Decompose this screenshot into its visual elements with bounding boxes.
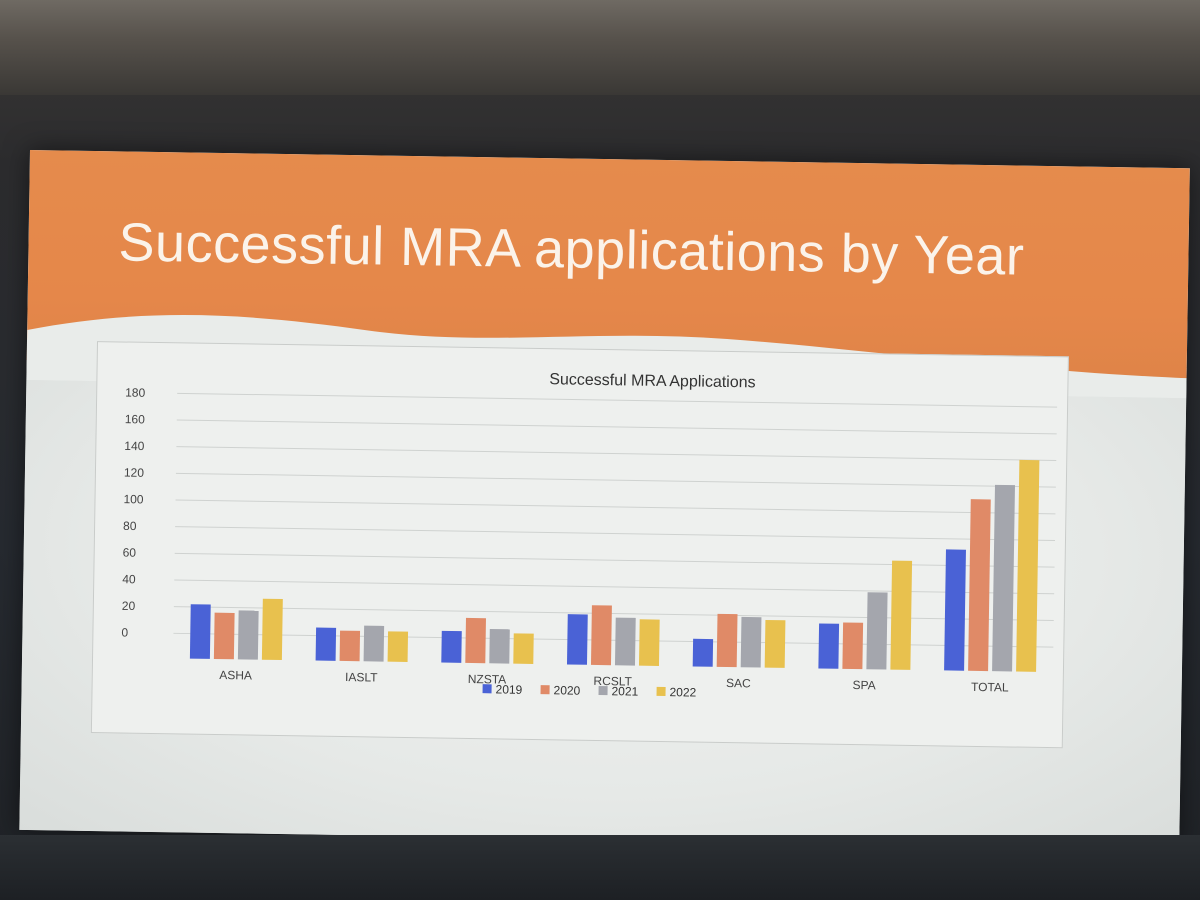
y-tick-label: 60: [123, 546, 137, 560]
chart-panel: Successful MRA Applications 0 20 40 60 80 100…: [90, 341, 1069, 749]
gridline: [175, 472, 1056, 488]
bar-chart: Successful MRA Applications 0 20 40 60 80 100…: [121, 371, 1058, 700]
bar-spa-2021: [866, 592, 888, 670]
legend-label-2019: 2019: [495, 682, 522, 696]
bar-nzsta-2020: [465, 617, 486, 664]
floor-shadow: [0, 835, 1200, 900]
legend: 2019 2020 2021 2022: [482, 682, 697, 700]
bar-spa-2022: [890, 560, 913, 670]
bar-sac-2020: [716, 613, 738, 668]
bar-sac-2019: [692, 638, 714, 667]
gridlines: [173, 392, 1058, 648]
legend-label-2022: 2022: [669, 685, 696, 699]
bar-total-2021: [992, 484, 1015, 672]
gridline: [175, 499, 1056, 515]
gridline: [173, 606, 1054, 621]
bar-asha-2022: [261, 598, 283, 661]
y-tick-label: 160: [125, 412, 146, 426]
gridline: [174, 579, 1055, 595]
y-tick-label: 40: [122, 572, 136, 586]
x-category-label: SAC: [726, 676, 751, 690]
bar-iaslt-2020: [339, 630, 361, 662]
x-category-label: IASLT: [345, 670, 378, 685]
bar-asha-2019: [189, 604, 211, 659]
y-tick-label: 80: [123, 519, 137, 533]
bar-rcslt-2021: [614, 617, 636, 666]
legend-swatch-2020: [540, 685, 550, 695]
bar-nzsta-2021: [489, 628, 510, 664]
x-category-label: RCSLT: [593, 674, 632, 689]
bar-total-2019: [944, 549, 966, 671]
bar-total-2020: [968, 499, 991, 672]
legend-swatch-2019: [482, 684, 492, 694]
gridline: [176, 419, 1057, 435]
y-tick-label: 0: [121, 625, 128, 639]
legend-label-2021: 2021: [611, 684, 638, 698]
bar-iaslt-2022: [387, 631, 409, 662]
legend-label-2020: 2020: [553, 683, 580, 697]
legend-swatch-2021: [598, 685, 608, 696]
y-tick-label: 120: [124, 466, 145, 480]
bar-total-2022: [1016, 459, 1040, 672]
ceiling-background: [0, 0, 1200, 95]
bar-iaslt-2021: [363, 625, 385, 662]
x-category-label: NZSTA: [468, 672, 507, 687]
y-tick-label: 140: [124, 439, 145, 453]
chart-title: Successful MRA Applications: [549, 371, 756, 391]
y-tick-label: 180: [125, 386, 146, 400]
bar-spa-2019: [818, 623, 840, 669]
x-category-label: ASHA: [219, 668, 252, 683]
x-axis-categories: ASHA IASLT NZSTA RCSLT SAC SPA TOTAL: [219, 668, 1009, 694]
y-tick-label: 100: [123, 492, 144, 506]
bar-rcslt-2022: [638, 619, 660, 666]
gridline: [173, 632, 1054, 648]
bar-sac-2021: [740, 616, 762, 668]
bar-asha-2021: [237, 610, 259, 660]
y-tick-label: 20: [122, 599, 136, 613]
gridline: [177, 392, 1058, 408]
y-axis-ticks: 0 20 40 60 80 100 120 140 160 180: [121, 386, 145, 640]
x-category-label: TOTAL: [971, 680, 1009, 695]
gridline: [176, 446, 1057, 461]
bar-nzsta-2019: [441, 630, 462, 663]
gridline: [175, 526, 1056, 541]
bar-rcslt-2019: [566, 614, 588, 665]
bars: [189, 459, 1040, 672]
legend-swatch-2022: [656, 686, 666, 697]
bar-asha-2020: [213, 612, 235, 660]
bar-spa-2020: [842, 622, 864, 670]
gridline: [174, 552, 1055, 568]
bar-sac-2022: [764, 619, 786, 668]
bar-nzsta-2022: [513, 633, 534, 664]
presentation-slide: Successful MRA applications by Year Succ…: [19, 150, 1190, 849]
bar-rcslt-2020: [590, 605, 612, 666]
x-category-label: SPA: [852, 678, 875, 692]
bar-iaslt-2019: [315, 627, 337, 661]
